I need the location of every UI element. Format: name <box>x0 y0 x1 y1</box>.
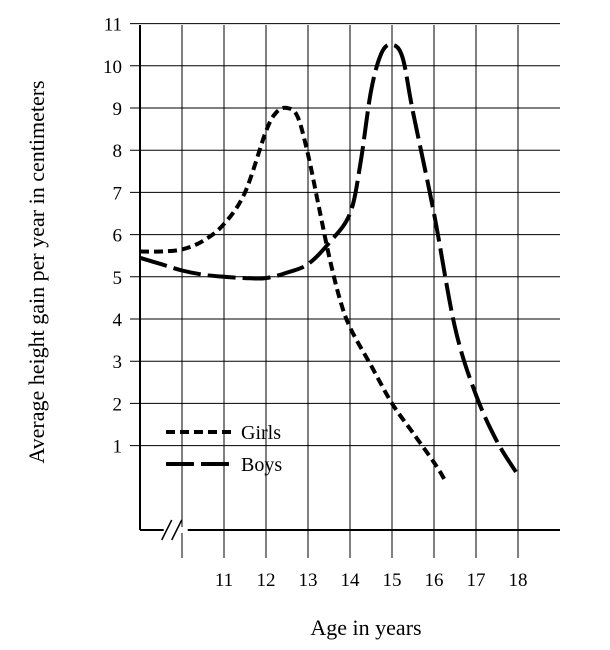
axes <box>139 25 560 541</box>
grid <box>130 23 560 558</box>
y-tick-label: 9 <box>113 99 123 120</box>
x-axis-label: Age in years <box>310 615 421 640</box>
x-tick-label: 14 <box>341 570 361 591</box>
legend-item-girls: Girls <box>166 422 281 444</box>
y-tick-label: 1 <box>113 437 123 458</box>
series-line-boys <box>139 42 520 477</box>
x-tick-label: 11 <box>215 570 233 591</box>
series-lines <box>139 42 520 481</box>
legend: Girls Boys <box>166 422 282 476</box>
y-tick-label: 3 <box>113 352 123 373</box>
y-tick-label: 7 <box>113 183 123 204</box>
y-tick-label: 4 <box>113 310 123 331</box>
series-line-girls <box>139 105 447 481</box>
y-tick-label: 10 <box>103 57 122 78</box>
x-tick-label: 12 <box>257 570 276 591</box>
y-tick-label: 5 <box>113 268 123 289</box>
x-tick-label: 13 <box>299 570 318 591</box>
legend-label: Girls <box>241 422 281 444</box>
x-tick-label: 18 <box>509 570 528 591</box>
x-tick-label: 15 <box>383 570 402 591</box>
x-tick-label: 17 <box>467 570 486 591</box>
legend-item-boys: Boys <box>166 454 282 476</box>
y-tick-label: 11 <box>104 15 122 36</box>
y-tick-label: 2 <box>113 394 123 415</box>
x-tick-label: 16 <box>425 570 444 591</box>
y-tick-label: 6 <box>113 226 123 247</box>
y-tick-label: 8 <box>113 141 123 162</box>
legend-label: Boys <box>241 454 282 476</box>
y-axis-label: Average height gain per year in centimet… <box>24 80 49 463</box>
axis-break-mark <box>161 519 188 541</box>
